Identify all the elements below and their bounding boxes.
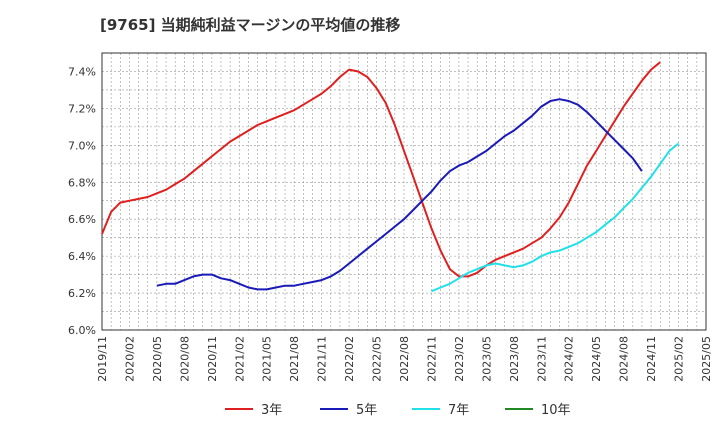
series-lines (101, 61, 680, 293)
x-tick-label: 2023/02 (453, 336, 466, 382)
x-tick-label: 2021/05 (261, 336, 274, 382)
y-tick-label: 7.2% (68, 102, 96, 115)
y-tick-label: 7.0% (68, 139, 96, 152)
y-tick-label: 6.0% (68, 324, 96, 337)
x-tick-label: 2022/05 (371, 336, 384, 382)
x-tick-label: 2020/11 (206, 336, 219, 382)
y-axis-ticks: 6.0% 6.2% 6.4% 6.6% 6.8% 7.0% 7.2% 7.4% (68, 65, 96, 337)
x-tick-label: 2023/11 (535, 336, 548, 382)
x-tick-label: 2022/08 (398, 336, 411, 382)
x-tick-label: 2023/08 (508, 336, 521, 382)
legend-label: 7年 (448, 403, 469, 418)
y-tick-label: 6.4% (68, 250, 96, 263)
y-tick-label: 6.8% (68, 176, 96, 189)
x-tick-label: 2023/05 (480, 336, 493, 382)
x-tick-label: 2021/08 (288, 336, 301, 382)
series-line-5年 (156, 98, 643, 291)
plot-frame (101, 52, 707, 331)
y-tick-label: 6.2% (68, 287, 96, 300)
series-line-7年 (431, 142, 680, 293)
x-tick-label: 2020/02 (123, 336, 136, 382)
x-tick-label: 2021/11 (316, 336, 329, 382)
x-tick-label: 2024/08 (618, 336, 631, 382)
x-tick-label: 2025/02 (673, 336, 686, 382)
x-tick-label: 2020/08 (178, 336, 191, 382)
x-tick-label: 2022/11 (425, 336, 438, 382)
x-tick-label: 2024/11 (645, 336, 658, 382)
legend-label: 5年 (356, 403, 377, 418)
x-tick-label: 2024/02 (563, 336, 576, 382)
grid-lines (102, 53, 706, 330)
x-tick-label: 2025/05 (700, 336, 713, 382)
y-tick-label: 6.6% (68, 213, 96, 226)
x-tick-label: 2021/02 (233, 336, 246, 382)
chart-title: [9765] 当期純利益マージンの平均値の推移 (100, 16, 400, 34)
x-tick-label: 2022/02 (343, 336, 356, 382)
legend: 3年 5年 7年 10年 (225, 403, 571, 418)
series-line-3年 (101, 61, 661, 278)
x-tick-label: 2019/11 (96, 336, 109, 382)
x-axis-ticks: 2019/11 2020/02 2020/05 2020/08 2020/11 2021/… (96, 336, 713, 382)
legend-label: 10年 (541, 403, 571, 418)
x-tick-label: 2020/05 (151, 336, 164, 382)
x-tick-label: 2024/05 (590, 336, 603, 382)
y-tick-label: 7.4% (68, 65, 96, 78)
legend-label: 3年 (261, 403, 282, 418)
